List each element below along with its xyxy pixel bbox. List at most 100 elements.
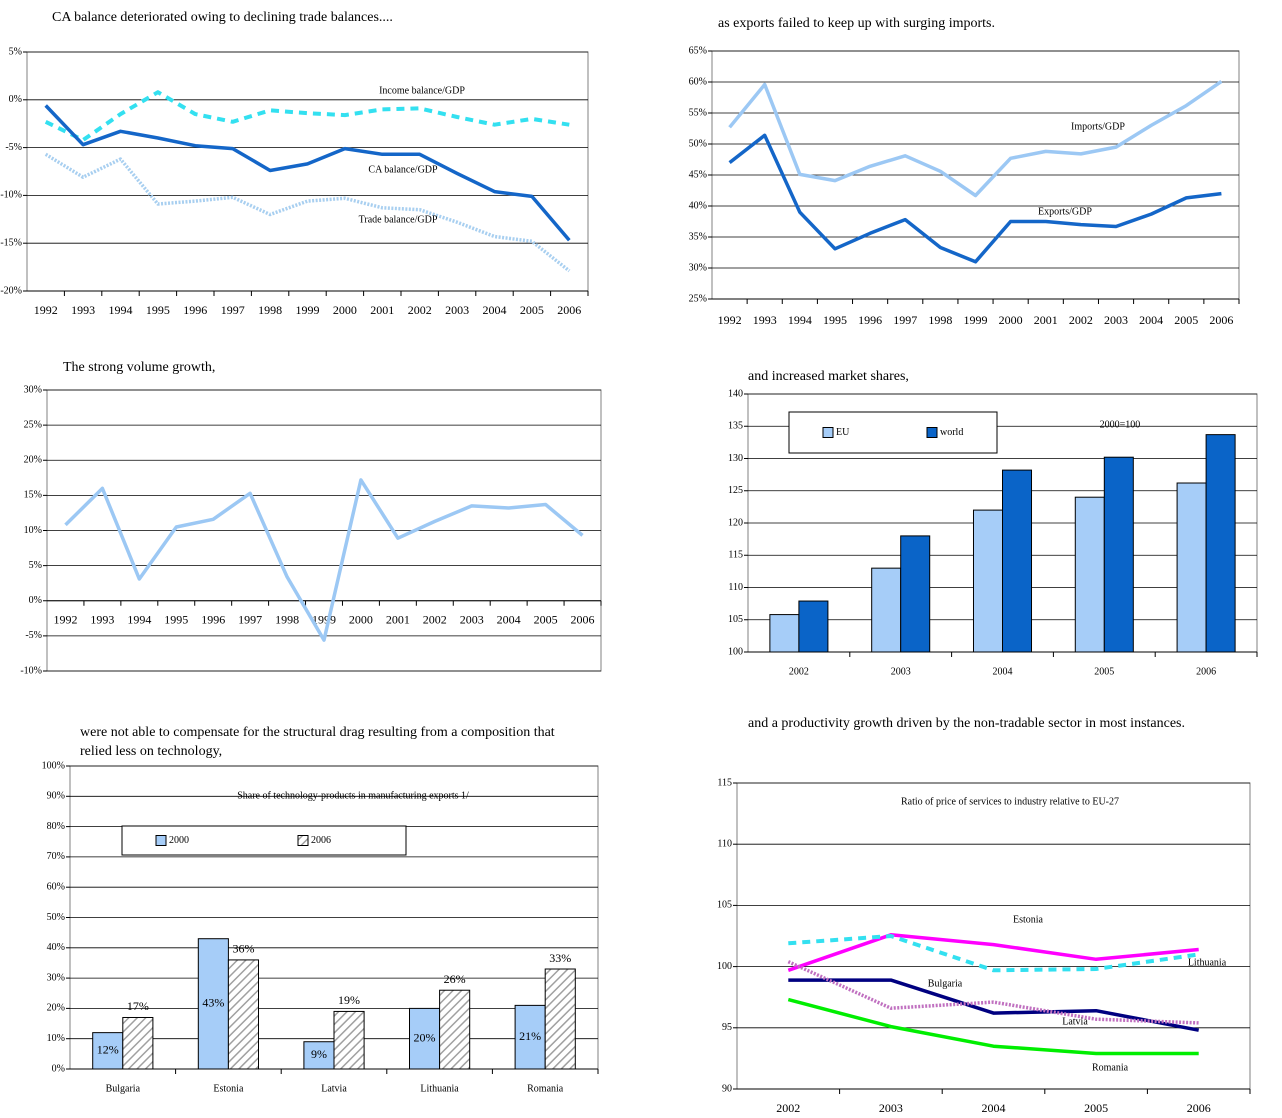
line — [787, 960, 1199, 1025]
x-tick-label: 2003 — [879, 1101, 903, 1115]
value-label: 26% — [444, 972, 466, 986]
bar — [544, 968, 576, 1070]
y-tick-label: 40% — [47, 942, 65, 953]
subtitle: Ratio of price of services to industry r… — [901, 796, 1119, 807]
x-tick-label: Lithuania — [420, 1083, 459, 1094]
value-label: 12% — [97, 1043, 119, 1057]
bar — [197, 938, 229, 1070]
value-label: 43% — [202, 996, 224, 1010]
x-tick-label: 2005 — [534, 613, 558, 627]
x-tick-label: 2004 — [497, 613, 521, 627]
series-label: CA balance/GDP — [368, 164, 438, 175]
y-tick-label: 55% — [689, 107, 707, 118]
y-tick-label: -20% — [0, 285, 22, 296]
x-tick-label: 2005 — [1094, 666, 1114, 677]
series-label: Romania — [1092, 1062, 1129, 1073]
bar — [409, 1007, 441, 1070]
x-tick-label: 2001 — [386, 613, 410, 627]
y-tick-label: 130 — [728, 453, 743, 464]
legend-swatch — [297, 835, 309, 846]
legend-box — [788, 411, 998, 454]
x-tick-label: 2004 — [483, 303, 507, 317]
bar — [972, 509, 1003, 653]
y-tick-label: 100 — [728, 646, 743, 657]
x-tick-label: 1998 — [275, 613, 299, 627]
y-tick-label: 10% — [47, 1033, 65, 1044]
x-tick-label: 1996 — [858, 313, 882, 327]
x-tick-label: 2006 — [1187, 1101, 1211, 1115]
chart-title: were not able to compensate for the stru… — [80, 725, 555, 759]
chart-title: CA balance deteriorated owing to declini… — [52, 10, 393, 25]
legend-swatch — [822, 427, 834, 438]
x-tick-label: 1993 — [71, 303, 95, 317]
y-tick-label: 50% — [47, 912, 65, 923]
x-tick-label: Latvia — [321, 1083, 347, 1094]
line — [44, 90, 570, 142]
series-label: Income balance/GDP — [379, 85, 465, 96]
x-tick-label: 2006 — [571, 613, 595, 627]
legend-swatch — [926, 427, 938, 438]
y-tick-label: 105 — [717, 900, 732, 911]
bar — [900, 535, 931, 653]
x-tick-label: 1995 — [164, 613, 188, 627]
x-tick-label: 1999 — [296, 303, 320, 317]
legend-swatch — [155, 835, 167, 846]
bar — [769, 614, 800, 653]
value-label: 9% — [311, 1047, 327, 1061]
x-tick-label: Romania — [527, 1083, 564, 1094]
plot-area — [26, 51, 589, 292]
x-tick-label: 2004 — [982, 1101, 1006, 1115]
legend-label: 2006 — [311, 835, 331, 846]
y-tick-label: 135 — [728, 421, 743, 432]
x-tick-label: 2002 — [408, 303, 432, 317]
bar — [514, 1004, 546, 1070]
bar — [798, 600, 829, 653]
bar — [122, 1016, 154, 1070]
y-tick-label: 125 — [728, 485, 743, 496]
y-tick-label: 60% — [689, 76, 707, 87]
x-tick-label: 2002 — [776, 1101, 800, 1115]
y-tick-label: 25% — [24, 419, 42, 430]
x-tick-label: 2002 — [789, 666, 809, 677]
x-tick-label: 2002 — [423, 613, 447, 627]
y-tick-label: 95 — [722, 1022, 732, 1033]
value-label: 17% — [127, 999, 149, 1013]
x-tick-label: 2006 — [1209, 313, 1233, 327]
y-tick-label: 30% — [24, 384, 42, 395]
y-tick-label: 110 — [717, 838, 732, 849]
x-tick-label: 1998 — [258, 303, 282, 317]
line — [44, 104, 571, 242]
y-tick-label: 110 — [728, 582, 743, 593]
line — [64, 478, 584, 642]
y-tick-label: 15% — [24, 490, 42, 501]
x-tick-label: 2001 — [370, 303, 394, 317]
line — [788, 978, 1200, 1032]
y-tick-label: 5% — [29, 560, 42, 571]
x-tick-label: 2003 — [891, 666, 911, 677]
y-tick-label: -5% — [5, 142, 22, 153]
y-tick-label: 140 — [728, 388, 743, 399]
x-tick-label: 2003 — [460, 613, 484, 627]
y-tick-label: 45% — [689, 169, 707, 180]
x-tick-label: Estonia — [213, 1083, 244, 1094]
y-tick-label: 115 — [717, 777, 732, 788]
line — [787, 997, 1199, 1056]
x-tick-label: 1997 — [893, 313, 917, 327]
line — [44, 152, 571, 273]
legend-label: world — [940, 427, 963, 438]
y-tick-label: -10% — [20, 665, 42, 676]
y-tick-label: 10% — [24, 525, 42, 536]
x-tick-label: 1992 — [34, 303, 58, 317]
bar — [333, 1010, 365, 1070]
x-tick-label: 2005 — [1084, 1101, 1108, 1115]
x-tick-label: 1992 — [718, 313, 742, 327]
x-tick-label: 2004 — [993, 666, 1013, 677]
bar — [1176, 482, 1207, 653]
y-tick-label: 70% — [47, 851, 65, 862]
series-label: Latvia — [1062, 1016, 1088, 1027]
y-tick-label: -10% — [0, 190, 22, 201]
line — [787, 933, 1199, 972]
x-tick-label: 1999 — [964, 313, 988, 327]
line — [728, 79, 1223, 198]
x-tick-label: 2000 — [349, 613, 373, 627]
